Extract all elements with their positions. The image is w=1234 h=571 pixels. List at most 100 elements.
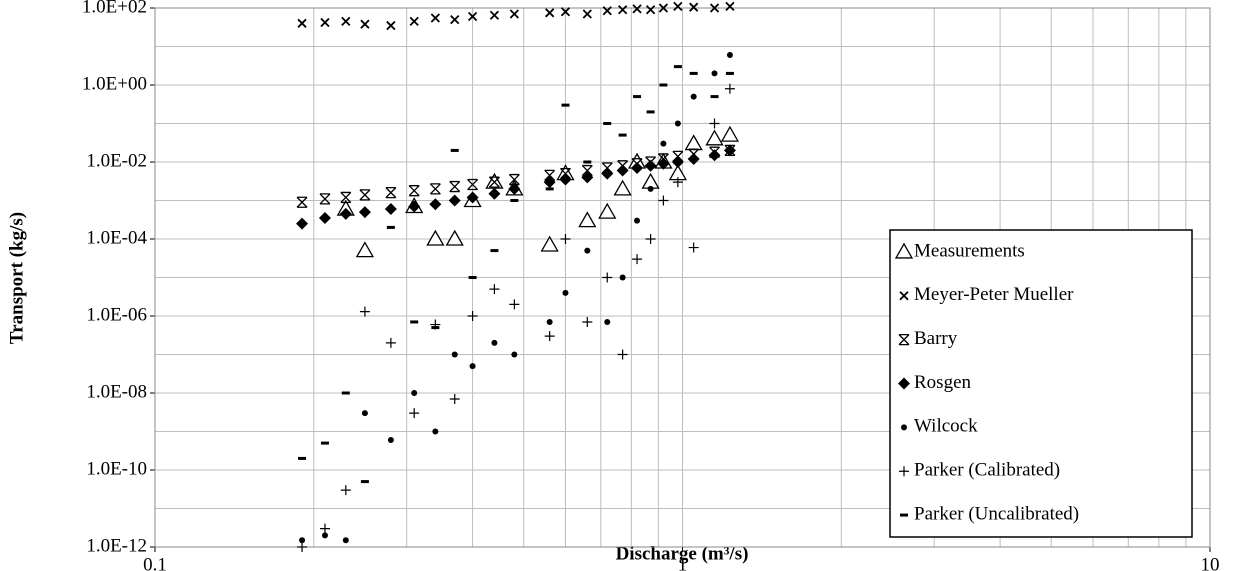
marker-diamond [671,156,684,168]
marker-plus [672,177,683,188]
marker-triangle [485,172,504,189]
marker-x [617,5,628,15]
marker-diamond [318,212,331,225]
marker-plus [645,234,656,244]
marker-asterisk [340,191,352,204]
marker-diamond [898,377,910,390]
marker-triangle [540,235,559,252]
marker-plus [340,485,351,496]
marker-circle [690,93,697,100]
legend-label: Measurements [914,240,1025,261]
marker-circle [711,70,718,77]
y-tick-label: 1.0E-10 [86,458,147,479]
marker-x [673,1,683,12]
marker-x [658,3,669,13]
y-tick-label: 1.0E+02 [82,0,147,17]
marker-asterisk [449,180,461,193]
x-tick-label: 1 [678,554,688,571]
marker-circle [634,217,641,224]
marker-x [386,20,396,31]
marker-diamond [723,144,736,157]
marker-x [560,7,571,17]
marker-circle [469,363,476,370]
marker-asterisk [319,193,331,205]
marker-circle [511,351,518,358]
marker-diamond [581,171,594,184]
marker-plus [582,316,593,327]
marker-x [409,16,419,26]
marker-triangle [426,229,445,246]
marker-diamond [508,182,521,195]
marker-diamond [631,161,644,174]
marker-circle [451,351,458,358]
marker-triangle [355,241,375,258]
marker-plus [709,118,720,129]
marker-x [582,9,592,19]
marker-diamond [384,203,397,216]
y-axis-title: Transport (kg/s) [6,212,27,344]
marker-diamond [601,167,614,180]
marker-asterisk [408,185,420,197]
marker-plus [632,254,643,265]
marker-x [545,8,555,18]
marker-x [297,18,307,28]
marker-x [602,6,612,16]
marker-asterisk [429,183,441,195]
marker-x [450,14,460,25]
y-tick-label: 1.0E+00 [82,73,147,94]
marker-plus [409,408,420,419]
marker-circle [584,247,591,254]
marker-diamond [448,194,461,207]
marker-plus [899,466,909,477]
marker-triangle [445,229,464,246]
marker-plus [724,83,735,94]
marker-diamond [657,157,670,170]
marker-circle [546,318,553,325]
marker-x [509,9,519,19]
marker-triangle [684,134,703,151]
y-tick-label: 1.0E-04 [86,227,147,248]
marker-plus [449,393,460,404]
marker-diamond [644,159,657,172]
legend-label: Barry [914,328,958,349]
legend-label: Parker (Calibrated) [914,460,1060,481]
marker-triangle [705,129,724,146]
marker-circle [321,532,328,539]
marker-circle [901,424,907,431]
y-tick-label: 1.0E-06 [86,304,147,325]
marker-asterisk [898,333,910,346]
y-tick-label: 1.0E-08 [86,381,147,402]
marker-circle [647,185,654,192]
marker-plus [560,234,571,244]
marker-asterisk [467,178,479,191]
marker-diamond [488,187,501,200]
marker-circle [387,437,394,444]
marker-x [360,19,370,29]
marker-circle [660,140,667,147]
marker-diamond [543,176,556,189]
marker-x [709,3,720,13]
marker-x [645,5,656,15]
marker-diamond [708,149,721,162]
marker-x [430,13,440,23]
marker-diamond [687,152,700,165]
marker-circle [432,428,439,435]
marker-asterisk [296,196,308,208]
marker-triangle [578,211,597,228]
marker-diamond [339,207,352,220]
marker-circle [562,289,569,296]
marker-diamond [616,164,629,177]
marker-asterisk [508,173,520,186]
marker-x [899,291,909,301]
marker-asterisk [385,186,397,199]
marker-circle [342,537,349,544]
marker-circle [299,537,306,544]
marker-triangle [598,202,617,219]
marker-plus [297,542,308,552]
marker-x [341,16,351,26]
marker-plus [489,284,500,295]
marker-diamond [466,191,479,204]
marker-diamond [358,206,371,219]
marker-diamond [408,200,421,213]
